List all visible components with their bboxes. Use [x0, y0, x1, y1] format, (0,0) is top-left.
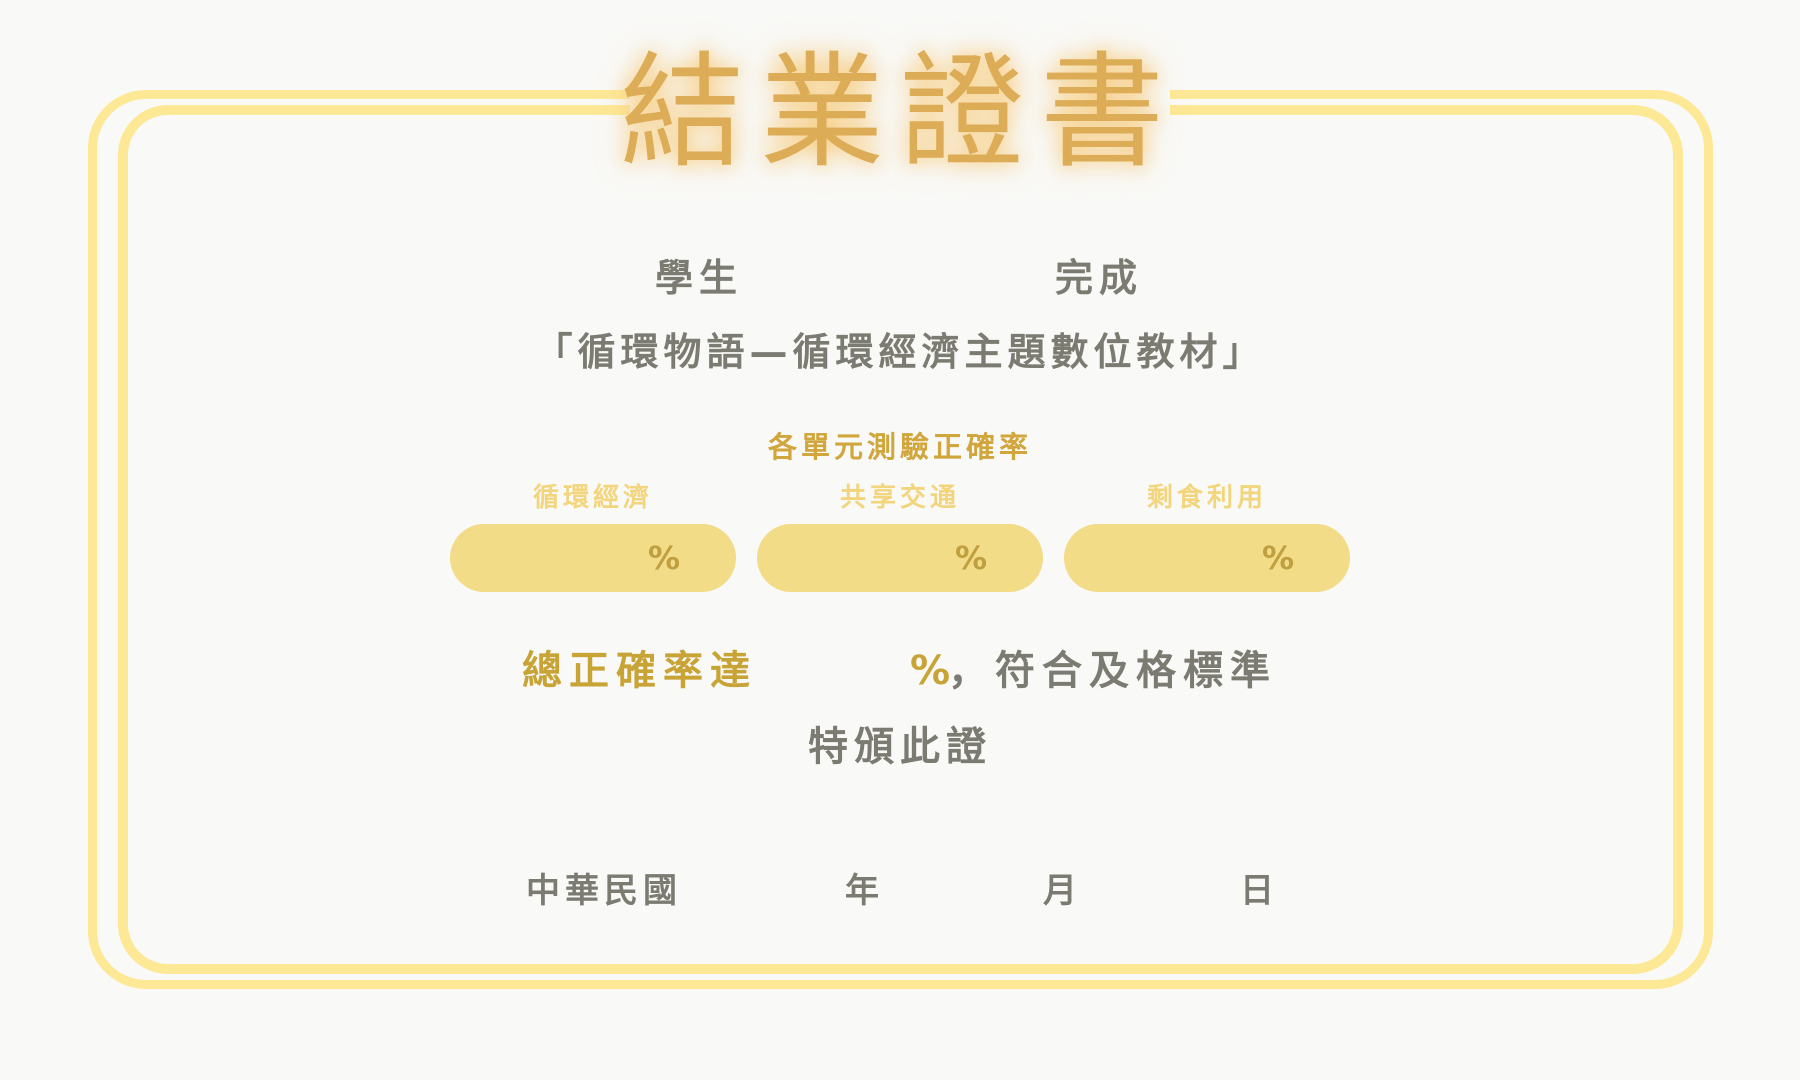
- date-year-label: 年: [845, 871, 884, 911]
- certificate-title: 結業證書: [619, 41, 1180, 185]
- date-day-label: 日: [1240, 871, 1279, 911]
- complete-label: 完成: [1055, 256, 1144, 300]
- unit-label-circular-economy: 循環經濟: [532, 483, 653, 513]
- course-title: 「循環物語—循環經濟主題數位教材」: [534, 330, 1266, 374]
- percent-sign: %: [1261, 539, 1294, 577]
- total-percent-sign: %: [910, 648, 958, 694]
- score-pill-circular-economy: %: [450, 524, 736, 592]
- grant-text: 特頒此證: [808, 724, 992, 770]
- percent-sign: %: [954, 539, 987, 577]
- unit-label-shared-transport: 共享交通: [839, 483, 960, 513]
- score-pill-food-surplus: %: [1064, 524, 1350, 592]
- percent-sign: %: [647, 539, 680, 577]
- total-accuracy-label: 總正確率達: [522, 648, 757, 694]
- title-gap: [630, 60, 1170, 130]
- score-pill-shared-transport: %: [757, 524, 1043, 592]
- student-label: 學生: [655, 256, 744, 300]
- date-month-label: 月: [1043, 871, 1082, 911]
- unit-label-food-surplus: 剩食利用: [1146, 483, 1267, 513]
- date-era-label: 中華民國: [526, 871, 682, 911]
- pass-standard-text: ，符合及格標準: [948, 648, 1277, 694]
- quiz-section-title: 各單元測驗正確率: [767, 430, 1032, 464]
